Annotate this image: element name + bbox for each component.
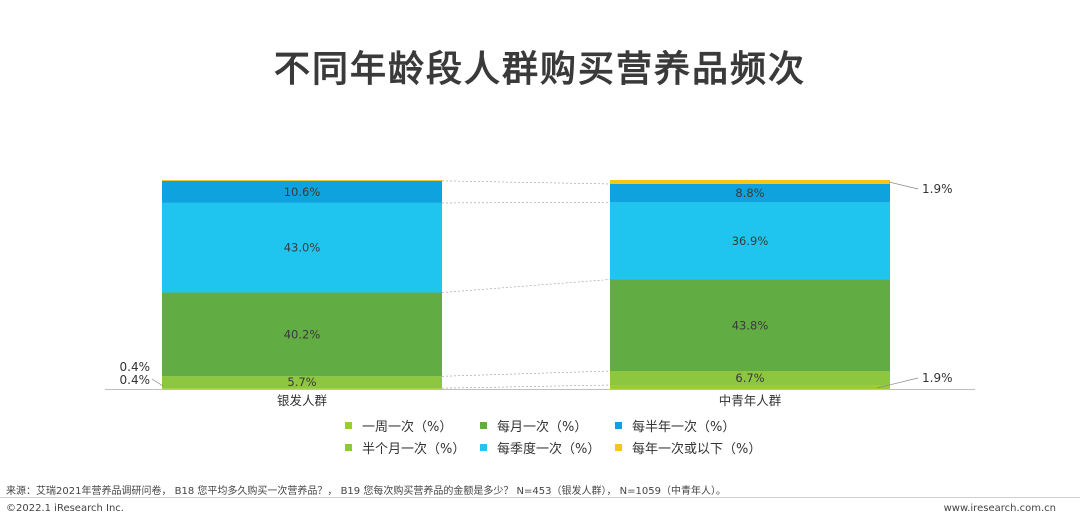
bar-segment [610, 385, 890, 389]
legend-swatch-icon [480, 421, 487, 429]
outside-data-label: 1.9% [922, 182, 953, 196]
bar-segment [162, 180, 442, 203]
bar-segment [610, 183, 890, 203]
data-label: 43.8% [732, 318, 769, 332]
category-label: 银发人群 [277, 393, 328, 408]
leader-line [151, 378, 164, 387]
connector-line [441, 202, 611, 204]
connector-line [441, 384, 611, 389]
legend-label: 每年一次或以下（%） [632, 441, 762, 457]
bar-segment [162, 388, 442, 389]
bar-segment [162, 202, 442, 293]
legend-item: 半个月一次（%） [345, 438, 480, 457]
legend-label: 每季度一次（%） [497, 441, 601, 457]
data-label: 40.2% [284, 327, 321, 341]
bar-segment [610, 180, 890, 184]
data-label: 10.6% [284, 185, 321, 199]
outside-data-label: 1.9% [922, 371, 953, 385]
leader-line [876, 377, 919, 389]
page-title: 不同年龄段人群购买营养品频次 [273, 49, 806, 90]
connector-line [441, 180, 611, 185]
bar-segment [162, 180, 442, 181]
data-label: 8.8% [735, 186, 764, 200]
outside-data-label: 0.4% [120, 373, 151, 387]
source-note: 来源：艾瑞2021年营养品调研问卷， B18 您平均多久购买一次营养品？， B1… [6, 486, 726, 497]
chart-legend: 一周一次（%） 每月一次（%） 每半年一次（%） 半个月一次（%） 每季度一次（… [345, 416, 775, 457]
data-label: 5.7% [287, 375, 316, 389]
website-link[interactable]: www.iresearch.com.cn [943, 503, 1056, 514]
legend-item: 一周一次（%） [345, 416, 480, 435]
legend-item: 每月一次（%） [480, 416, 615, 435]
legend-item: 每季度一次（%） [480, 438, 615, 457]
bar-segment [162, 292, 442, 377]
footer-divider [0, 497, 1080, 498]
legend-item: 每年一次或以下（%） [615, 438, 775, 457]
copyright: ©2022.1 iResearch Inc. [6, 503, 124, 514]
legend-swatch-icon [615, 421, 622, 429]
data-label: 6.7% [735, 371, 764, 385]
legend-label: 每半年一次（%） [632, 419, 736, 435]
legend-swatch-icon [480, 443, 487, 451]
bar-segment [610, 279, 890, 372]
category-label: 中青年人群 [719, 393, 782, 408]
legend-label: 半个月一次（%） [362, 441, 466, 457]
stacked-bar-chart: 5.7% 40.2% 43.0% 10.6% 银发人群 6.7% 43.8% 36.9% 8.8… [105, 180, 975, 408]
connector-line [441, 370, 611, 377]
bar-segment [162, 376, 442, 389]
data-label: 43.0% [284, 241, 321, 255]
outside-data-label: 0.4% [120, 360, 151, 374]
legend-label: 一周一次（%） [362, 419, 453, 435]
bar-segment [610, 202, 890, 280]
legend-item: 每半年一次（%） [615, 416, 775, 435]
leader-line [888, 181, 919, 190]
legend-label: 每月一次（%） [497, 419, 588, 435]
legend-swatch-icon [345, 443, 352, 451]
connector-line [441, 279, 611, 293]
legend-swatch-icon [345, 421, 352, 429]
bar-segment [610, 371, 890, 386]
legend-swatch-icon [615, 443, 622, 451]
data-label: 36.9% [732, 234, 769, 248]
